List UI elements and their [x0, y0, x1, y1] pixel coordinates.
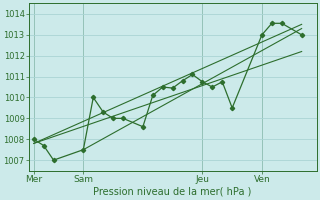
X-axis label: Pression niveau de la mer( hPa ): Pression niveau de la mer( hPa )	[93, 187, 252, 197]
